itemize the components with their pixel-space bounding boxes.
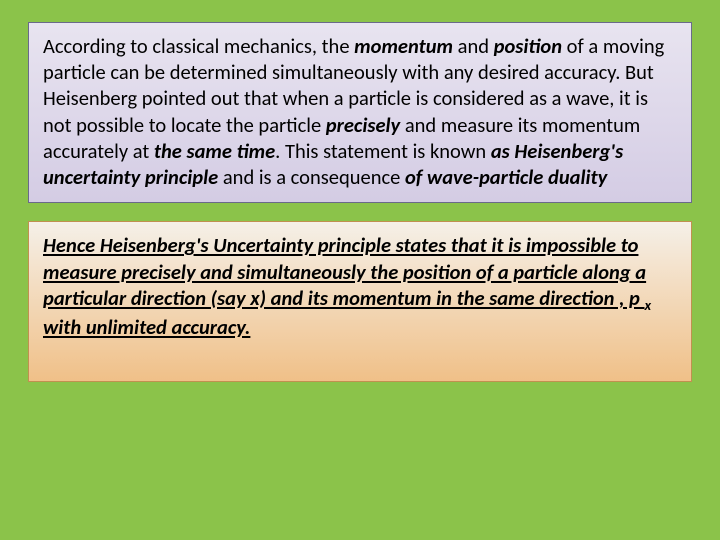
paragraph-box-2: Hence Heisenberg's Uncertainty principle…	[28, 221, 692, 381]
text-seg: According to classical mechanics, the	[43, 33, 354, 59]
paragraph-box-1: According to classical mechanics, the mo…	[28, 22, 692, 203]
text-principle-statement: Hence Heisenberg's Uncertainty principle…	[43, 232, 646, 310]
text-principle-end: with unlimited accuracy.	[43, 314, 250, 340]
text-momentum: momentum	[354, 33, 453, 59]
text-position: position	[494, 33, 562, 59]
text-subscript-x: x	[644, 296, 651, 314]
text-same-time: the same time	[154, 138, 275, 164]
text-seg: and is a consequence	[218, 164, 405, 190]
paragraph-2: Hence Heisenberg's Uncertainty principle…	[43, 232, 677, 340]
paragraph-1: According to classical mechanics, the mo…	[43, 33, 677, 190]
text-seg: and	[453, 33, 494, 59]
text-precisely: precisely	[326, 112, 400, 138]
text-duality: of wave-particle duality	[405, 164, 607, 190]
text-seg: . This statement is known	[275, 138, 491, 164]
